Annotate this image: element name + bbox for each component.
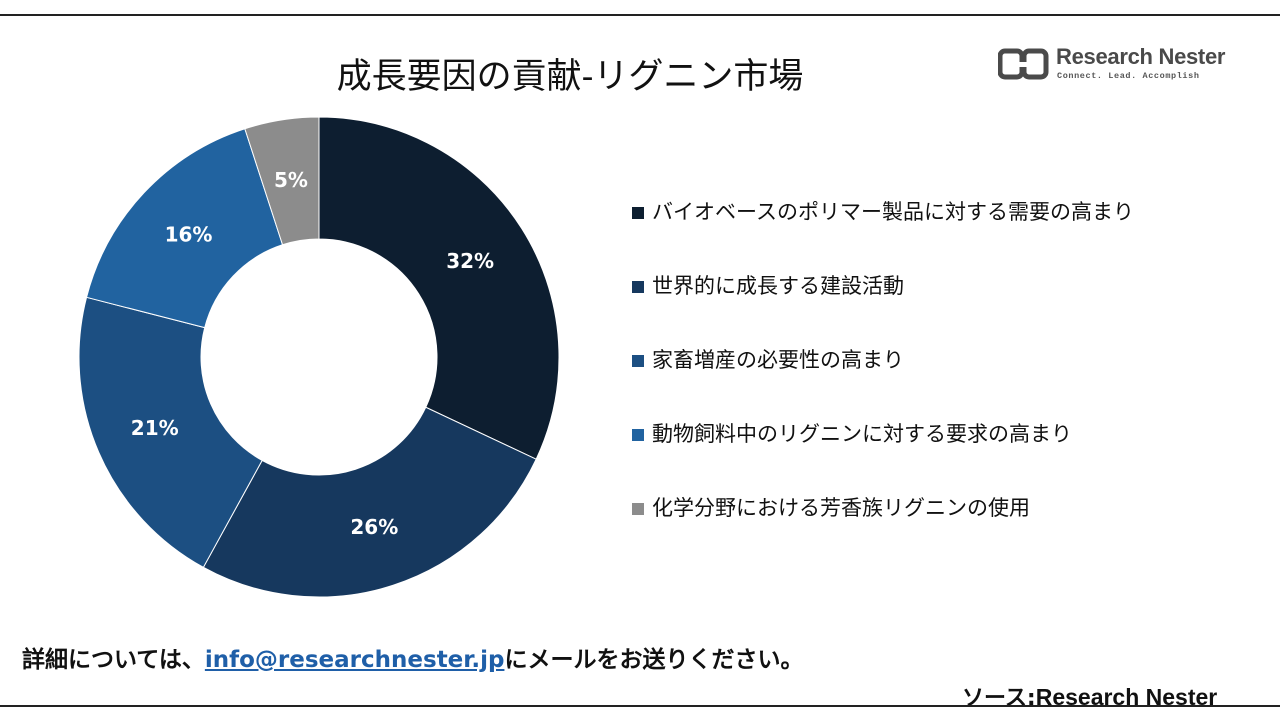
slice-label-3: 21%	[131, 416, 179, 440]
chart-title: 成長要因の貢献-リグニン市場	[336, 57, 804, 97]
slice-label-5: 5%	[274, 168, 308, 192]
legend-swatch-5	[632, 503, 644, 515]
donut-chart: 32% 26% 21% 16% 5%	[78, 116, 560, 598]
contact-note: 詳細については、info@researchnester.jpにメールをお送りくだ…	[22, 640, 803, 674]
contact-suffix: にメールをお送りください。	[504, 647, 804, 673]
donut-slice-2	[202, 406, 537, 598]
legend-label-2: 世界的に成長する建設活動	[652, 274, 904, 298]
legend-swatch-1	[632, 207, 644, 219]
bottom-rule	[0, 705, 1280, 707]
legend-label-3: 家畜増産の必要性の高まり	[652, 348, 904, 372]
source-label: ソース:	[962, 686, 1036, 711]
source-credit: ソース:Research Nester	[962, 680, 1217, 712]
legend-label-5: 化学分野における芳香族リグニンの使用	[652, 496, 1030, 520]
donut-slice-5	[244, 116, 320, 246]
top-rule	[0, 14, 1280, 16]
contact-email-link[interactable]: info@researchnester.jp	[204, 647, 505, 673]
logo-mark-icon	[998, 48, 1049, 80]
logo-name: Research Nester	[1056, 44, 1226, 69]
donut-slice-1	[318, 116, 560, 460]
donut-slice-4	[85, 128, 284, 329]
contact-prefix: 詳細については、	[22, 647, 205, 673]
legend-swatch-2	[632, 281, 644, 293]
legend-label-1: バイオベースのポリマー製品に対する需要の高まり	[652, 200, 1134, 224]
slice-label-2: 26%	[350, 515, 398, 539]
legend-swatch-4	[632, 429, 644, 441]
logo-tagline: Connect. Lead. Accomplish	[1057, 71, 1200, 81]
slice-label-4: 16%	[165, 222, 213, 246]
donut-slice-3	[78, 296, 263, 568]
slice-label-1: 32%	[446, 249, 494, 273]
research-nester-logo: Research Nester Connect. Lead. Accomplis…	[998, 44, 1248, 88]
legend-swatch-3	[632, 355, 644, 367]
legend-label-4: 動物飼料中のリグニンに対する要求の高まり	[652, 422, 1072, 446]
